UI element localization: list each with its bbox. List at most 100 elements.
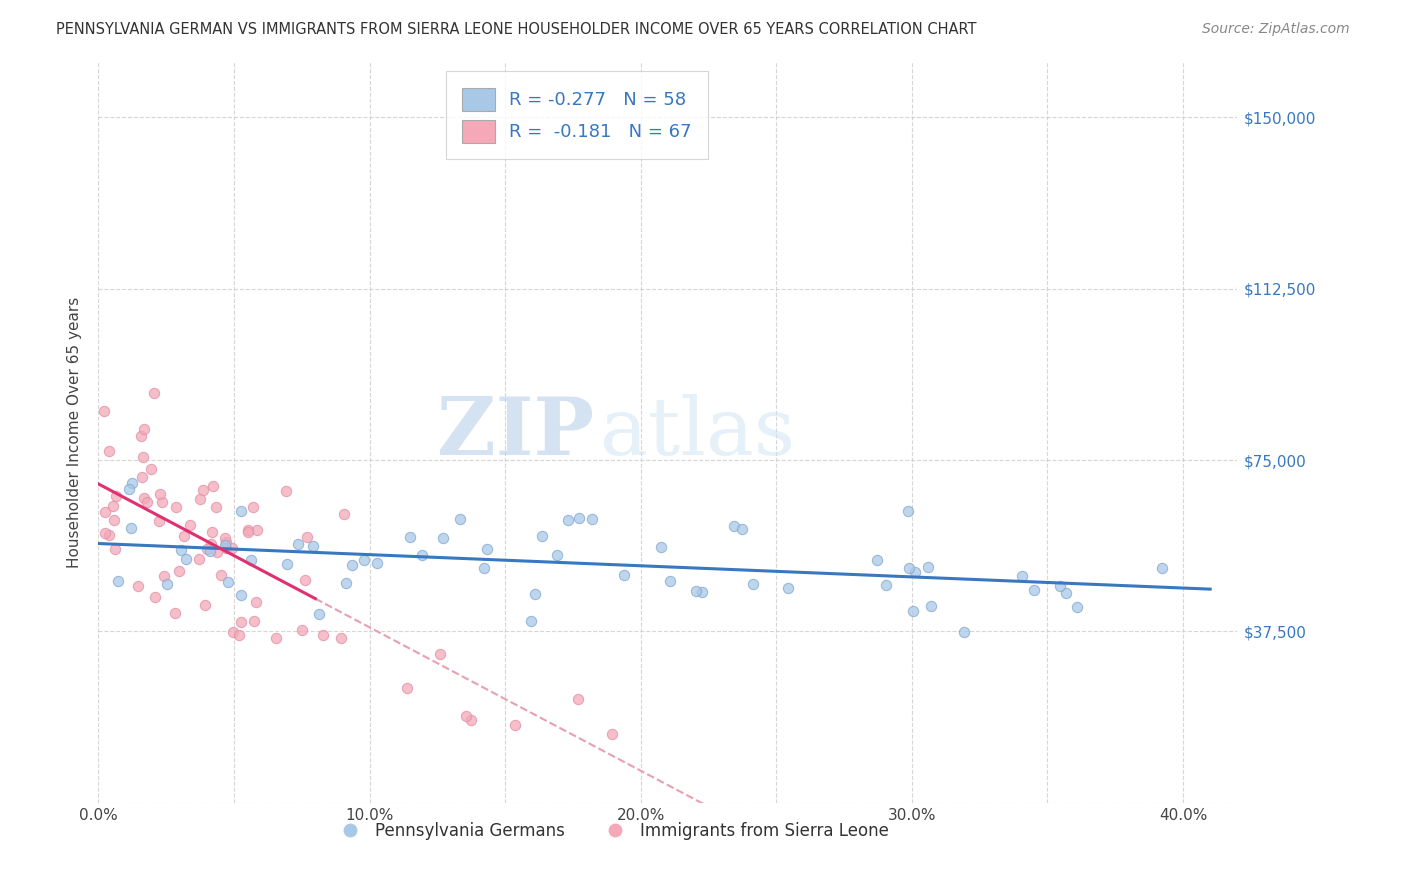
Point: [194, 598, 217, 612]
Point: [129, 429, 152, 443]
Point: [530, 529, 553, 543]
Point: [120, 521, 142, 535]
Point: [921, 599, 943, 613]
Point: [904, 565, 927, 579]
Point: [132, 422, 155, 436]
Point: [276, 483, 298, 498]
Point: [456, 709, 478, 723]
Point: [650, 541, 672, 555]
Point: [242, 500, 264, 515]
Point: [143, 385, 166, 400]
Point: [731, 522, 754, 536]
Point: [287, 537, 309, 551]
Point: [165, 606, 187, 620]
Point: [139, 462, 162, 476]
Point: [207, 544, 229, 558]
Point: [136, 495, 159, 509]
Y-axis label: Householder Income Over 65 years: Householder Income Over 65 years: [66, 297, 82, 568]
Point: [429, 647, 451, 661]
Point: [221, 541, 243, 555]
Point: [187, 552, 209, 566]
Point: [472, 561, 495, 575]
Point: [118, 483, 141, 497]
Point: [340, 558, 363, 572]
Point: [449, 512, 471, 526]
Point: [134, 491, 156, 506]
Point: [276, 557, 298, 571]
Point: [524, 587, 547, 601]
Point: [953, 625, 976, 640]
Point: [231, 615, 253, 629]
Point: [613, 568, 636, 582]
Point: [127, 579, 149, 593]
Point: [901, 604, 924, 618]
Point: [243, 614, 266, 628]
Point: [333, 508, 356, 522]
Point: [1022, 582, 1045, 597]
Point: [179, 518, 201, 533]
Point: [214, 538, 236, 552]
Point: [104, 489, 127, 503]
Point: [411, 548, 433, 562]
Point: [302, 539, 325, 553]
Point: [398, 530, 420, 544]
Point: [1054, 586, 1077, 600]
Point: [432, 531, 454, 545]
Point: [353, 553, 375, 567]
Point: [229, 504, 252, 518]
Text: Source: ZipAtlas.com: Source: ZipAtlas.com: [1202, 22, 1350, 37]
Point: [690, 584, 713, 599]
Point: [330, 631, 353, 645]
Point: [239, 553, 262, 567]
Point: [238, 524, 260, 539]
Point: [98, 528, 121, 542]
Point: [170, 542, 193, 557]
Point: [174, 552, 197, 566]
Point: [246, 523, 269, 537]
Point: [294, 573, 316, 587]
Point: [97, 443, 120, 458]
Point: [165, 500, 187, 515]
Point: [107, 574, 129, 588]
Point: [229, 589, 252, 603]
Point: [742, 577, 765, 591]
Point: [200, 537, 222, 551]
Point: [101, 499, 124, 513]
Legend: Pennsylvania Germans, Immigrants from Sierra Leone: Pennsylvania Germans, Immigrants from Si…: [326, 815, 896, 847]
Point: [567, 691, 589, 706]
Text: ZIP: ZIP: [437, 393, 593, 472]
Point: [215, 541, 238, 555]
Point: [1049, 579, 1071, 593]
Point: [866, 553, 889, 567]
Point: [897, 560, 920, 574]
Point: [520, 614, 543, 628]
Point: [658, 574, 681, 588]
Point: [198, 544, 221, 558]
Point: [103, 513, 125, 527]
Point: [217, 575, 239, 590]
Text: atlas: atlas: [599, 393, 794, 472]
Point: [308, 607, 330, 622]
Point: [245, 595, 267, 609]
Point: [121, 475, 143, 490]
Point: [169, 564, 191, 578]
Point: [568, 510, 591, 524]
Point: [156, 577, 179, 591]
Point: [191, 483, 214, 497]
Point: [214, 532, 236, 546]
Text: PENNSYLVANIA GERMAN VS IMMIGRANTS FROM SIERRA LEONE HOUSEHOLDER INCOME OVER 65 Y: PENNSYLVANIA GERMAN VS IMMIGRANTS FROM S…: [56, 22, 977, 37]
Point: [93, 404, 115, 418]
Point: [228, 628, 250, 642]
Point: [335, 576, 357, 591]
Point: [1011, 569, 1033, 583]
Point: [215, 535, 238, 549]
Point: [1150, 561, 1173, 575]
Point: [875, 577, 897, 591]
Point: [222, 624, 245, 639]
Point: [776, 581, 799, 595]
Point: [581, 512, 603, 526]
Point: [557, 513, 579, 527]
Point: [209, 567, 232, 582]
Point: [173, 528, 195, 542]
Point: [297, 530, 319, 544]
